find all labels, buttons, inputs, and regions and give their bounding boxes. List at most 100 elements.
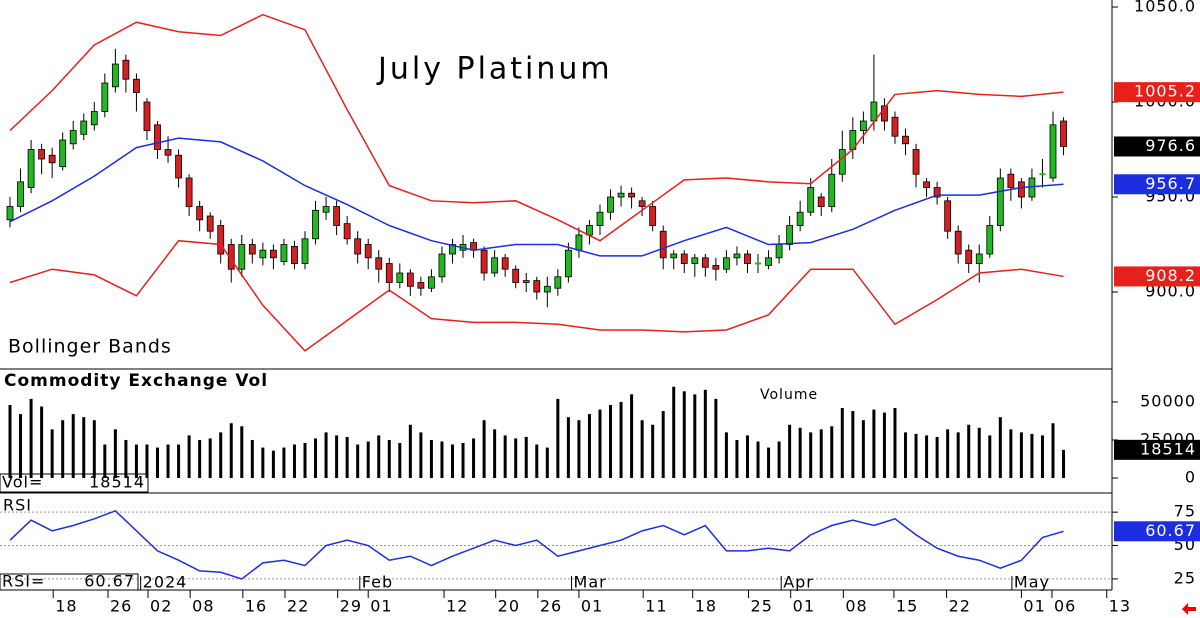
volume-bar — [19, 414, 23, 479]
x-tick-label: 15 — [896, 597, 918, 616]
volume-bar — [1040, 435, 1044, 479]
volume-bar — [113, 429, 117, 479]
band-line — [9, 239, 1064, 352]
candle-body — [881, 105, 888, 122]
candle-body — [923, 181, 930, 188]
candle-body — [765, 257, 772, 266]
volume-bar — [8, 404, 12, 479]
volume-bar — [71, 414, 75, 479]
x-tick-label: 20 — [498, 597, 520, 616]
candle-body — [111, 63, 119, 88]
x-tick-label: 12 — [446, 597, 468, 616]
volume-bar — [198, 439, 202, 479]
candle-body — [6, 206, 14, 221]
candle-body — [828, 173, 836, 207]
volume-bar — [724, 432, 728, 479]
volume-bar — [292, 444, 296, 479]
x-tick-label: 22 — [287, 597, 309, 616]
annotation: Volume — [760, 387, 818, 403]
value-readout: 60.67 — [84, 572, 135, 591]
volume-bar — [977, 427, 981, 479]
month-label: May — [1014, 573, 1050, 592]
x-tick-label: 16 — [245, 597, 267, 616]
volume-bar — [314, 438, 318, 479]
volume-bar — [92, 420, 96, 479]
candle-body — [491, 257, 499, 274]
volume-bar — [377, 435, 381, 479]
candle-body — [80, 120, 88, 135]
volume-bar — [1030, 433, 1034, 479]
candle-body — [27, 149, 35, 188]
volume-bar — [904, 432, 908, 479]
volume-bar — [925, 435, 929, 479]
candle-body — [649, 206, 657, 226]
candle-body — [354, 238, 362, 255]
volume-bar — [429, 439, 433, 479]
candle-body — [301, 238, 309, 264]
y-tick-label: 0 — [1185, 468, 1196, 487]
panel-title: RSI — [3, 496, 32, 515]
candle-body — [680, 253, 688, 264]
candle-body — [512, 268, 520, 283]
volume-bar — [851, 411, 855, 479]
volume-bar — [387, 439, 391, 479]
y-tick-label: 50000 — [1140, 391, 1196, 410]
candle-body — [38, 149, 46, 160]
volume-bar — [482, 420, 486, 479]
last-value-label: 908.2 — [1145, 266, 1196, 285]
candle-body — [227, 244, 235, 270]
volume-bar — [872, 409, 876, 479]
volume-bar — [714, 398, 718, 479]
candle-body — [607, 196, 614, 213]
x-tick-label: 13 — [1109, 597, 1131, 616]
band-line — [9, 13, 1064, 242]
scroll-arrow[interactable] — [1182, 603, 1196, 615]
candle-body — [175, 154, 182, 179]
candle-body — [59, 139, 67, 168]
candle-body — [670, 253, 678, 259]
volume-bar — [229, 423, 233, 479]
volume-bar — [914, 433, 918, 479]
candle-body — [965, 249, 973, 264]
candle-body — [1007, 173, 1015, 188]
volume-bar — [29, 398, 33, 479]
last-value-box — [1114, 136, 1200, 157]
x-tick-label: 01 — [1023, 597, 1045, 616]
candle-body — [406, 272, 414, 287]
candle-body — [101, 82, 109, 112]
y-tick-label: 75 — [1174, 502, 1196, 521]
candle-body — [796, 211, 804, 226]
x-tick-label: 26 — [110, 597, 132, 616]
candle-body — [238, 244, 246, 270]
candle-body — [723, 257, 730, 270]
x-tick-label: 18 — [695, 597, 717, 616]
candle-body — [744, 253, 751, 264]
candle-body — [575, 234, 583, 251]
candle-body — [638, 200, 646, 207]
candle-body — [375, 257, 383, 270]
last-value-box — [1114, 521, 1200, 542]
candle-body — [838, 149, 846, 175]
volume-bar — [630, 394, 634, 479]
volume-bar — [450, 444, 454, 479]
last-value-label: 956.7 — [1145, 174, 1196, 193]
volume-bar — [219, 432, 223, 479]
last-value-box — [1114, 439, 1200, 460]
candle-body — [501, 257, 509, 270]
candle-body — [564, 249, 572, 278]
volume-bar — [577, 420, 581, 479]
candle-body — [533, 280, 541, 293]
x-tick-label: 25 — [751, 597, 773, 616]
candle-body — [480, 249, 488, 274]
candle-body — [17, 181, 24, 207]
volume-bar — [651, 424, 655, 479]
volume-bar — [609, 404, 613, 479]
candle-body — [996, 177, 1004, 226]
volume-bar — [566, 417, 570, 479]
candle-body — [712, 265, 720, 270]
candle-body — [733, 253, 741, 259]
candle-body — [954, 230, 962, 255]
candle-body — [196, 206, 204, 221]
x-tick-label: 29 — [340, 597, 362, 616]
volume-bar — [1062, 449, 1066, 479]
